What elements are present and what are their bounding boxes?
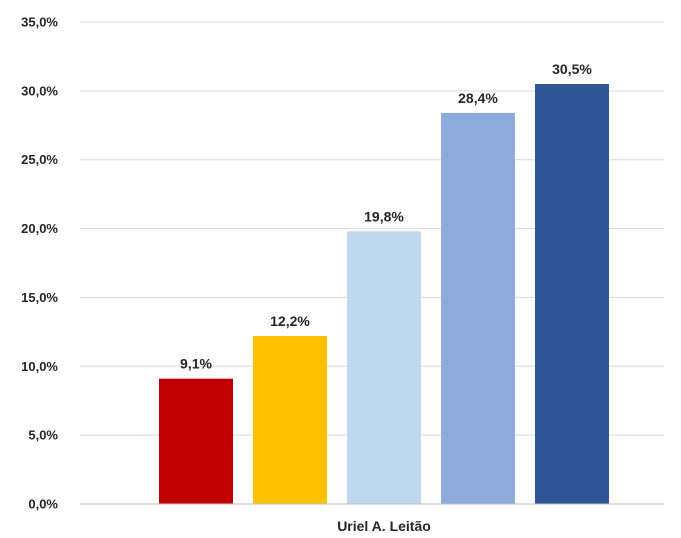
y-tick-label: 0,0% bbox=[28, 497, 58, 512]
y-tick-label: 25,0% bbox=[21, 152, 58, 167]
bar bbox=[253, 335, 327, 504]
y-tick-label: 10,0% bbox=[21, 359, 58, 374]
y-tick-label: 15,0% bbox=[21, 290, 58, 305]
y-tick-label: 30,0% bbox=[21, 83, 58, 98]
bar-value-label: 19,8% bbox=[364, 208, 404, 224]
category-label: Uriel A. Leitão bbox=[337, 518, 431, 534]
bar-value-label: 28,4% bbox=[458, 90, 498, 106]
bar bbox=[535, 83, 609, 504]
bar-value-label: 12,2% bbox=[270, 313, 310, 329]
bar-value-label: 30,5% bbox=[552, 61, 592, 77]
bar bbox=[441, 112, 515, 505]
data-labels: 9,1% 12,2% 19,8% 28,4% 30,5% bbox=[180, 61, 592, 372]
y-tick-label: 5,0% bbox=[28, 428, 58, 443]
y-tick-label: 20,0% bbox=[21, 221, 58, 236]
bars bbox=[159, 83, 609, 505]
bar bbox=[347, 231, 421, 504]
bar-value-label: 9,1% bbox=[180, 356, 212, 372]
bar bbox=[159, 378, 233, 504]
y-axis-tick-labels: 0,0% 5,0% 10,0% 15,0% 20,0% 25,0% 30,0% 35,0% bbox=[21, 15, 58, 512]
y-tick-label: 35,0% bbox=[21, 15, 58, 30]
